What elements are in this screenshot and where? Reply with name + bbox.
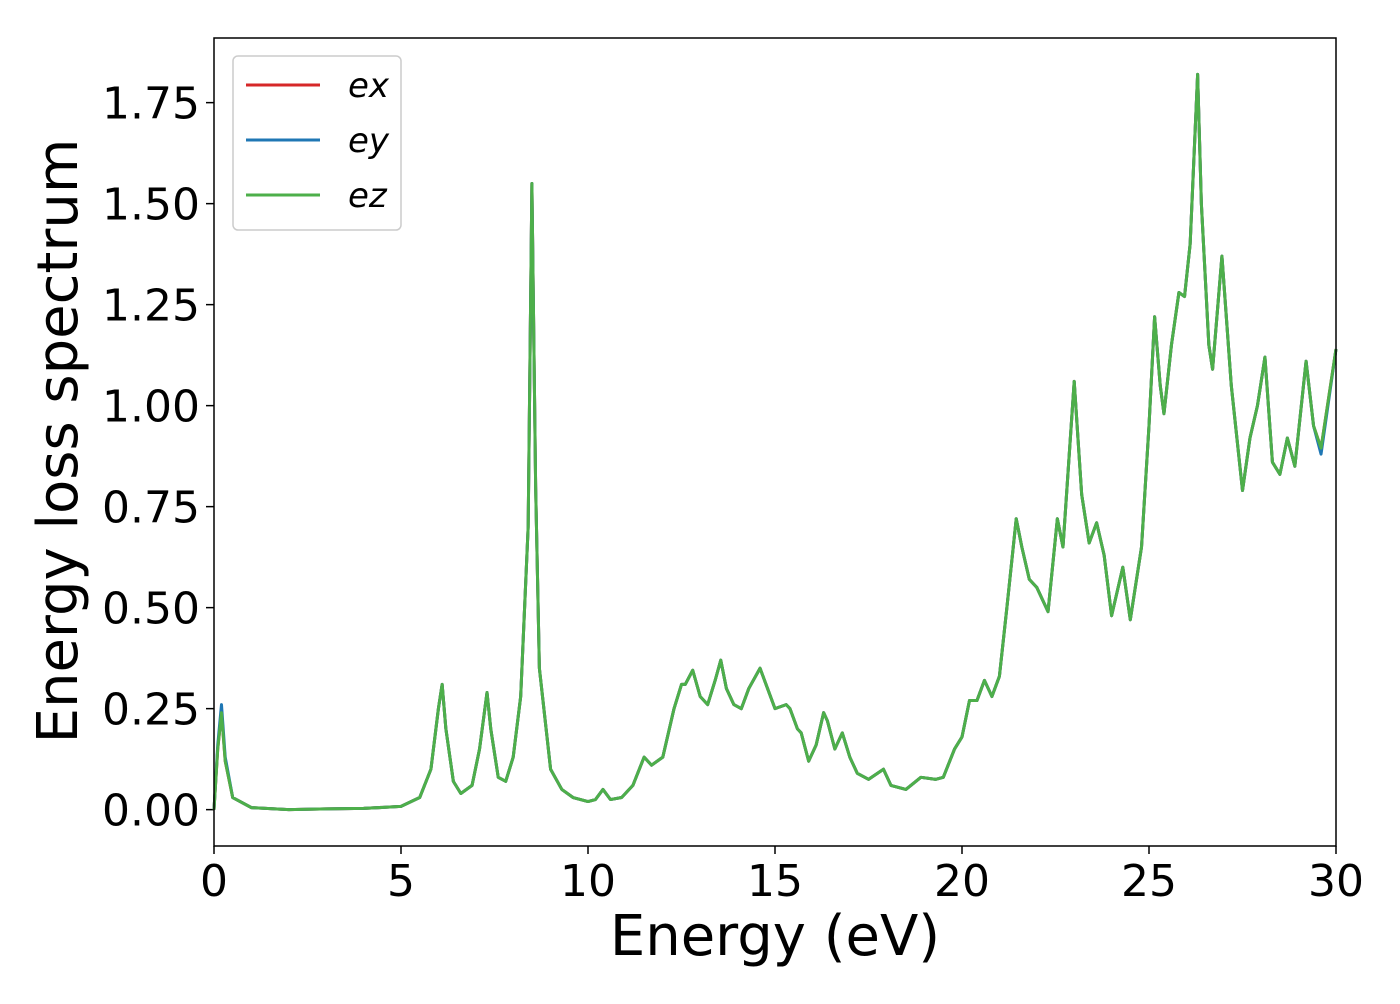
y-tick-label: 1.25 (102, 281, 200, 332)
legend-box (232, 55, 402, 231)
x-tick-label: 5 (387, 856, 415, 907)
y-tick-label: 1.50 (102, 180, 200, 231)
y-tick-label: 0.75 (102, 483, 200, 534)
plot-frame (213, 37, 1337, 847)
x-tick-label: 25 (1121, 856, 1177, 907)
series-line (212, 72, 1338, 812)
x-tick-label: 10 (560, 856, 616, 907)
y-tick-label: 0.00 (102, 786, 200, 837)
y-tick-label: 0.50 (102, 584, 200, 635)
x-tick-label: 20 (934, 856, 990, 907)
y-tick-label: 1.75 (102, 79, 200, 130)
y-axis-label: Energy loss spectrum (26, 139, 91, 744)
y-tick-label: 1.00 (102, 382, 200, 433)
y-tick-label: 0.25 (102, 685, 200, 736)
legend-label: ey (348, 121, 390, 161)
x-tick-label: 15 (747, 856, 803, 907)
legend-label: ex (348, 66, 390, 106)
x-tick-label: 0 (200, 856, 228, 907)
x-tick-label: 30 (1308, 856, 1364, 907)
legend-label: ez (348, 176, 388, 216)
x-axis-label: Energy (eV) (610, 904, 940, 969)
